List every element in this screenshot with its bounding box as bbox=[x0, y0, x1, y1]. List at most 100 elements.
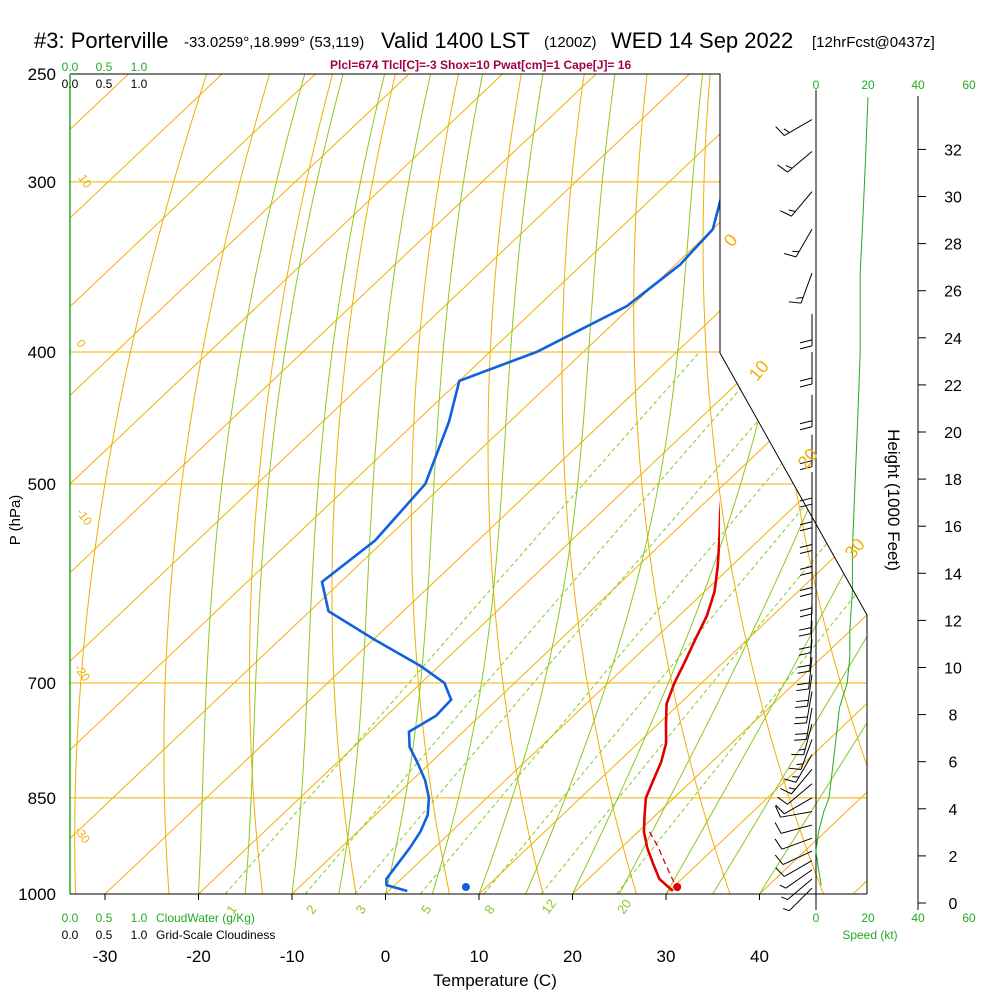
moist-adiabat bbox=[291, 74, 386, 894]
temperature-tick-label: -30 bbox=[93, 947, 118, 966]
wind-barb-flag bbox=[797, 664, 811, 668]
cloud-scale-top-label: 1.0 bbox=[131, 60, 148, 74]
height-tick-label: 18 bbox=[944, 472, 962, 489]
dry-adiabat bbox=[331, 74, 396, 894]
pressure-tick-label: 300 bbox=[28, 173, 56, 192]
mixing-ratio-line bbox=[304, 351, 773, 894]
wind-barb-flag bbox=[780, 788, 792, 795]
wind-barb bbox=[796, 657, 813, 692]
wind-barb-staff bbox=[785, 869, 813, 889]
speed-tick-bottom: 0 bbox=[813, 911, 820, 925]
wind-barb bbox=[799, 434, 813, 471]
station-title: #3: Porterville bbox=[34, 28, 169, 53]
cloudiness-scale-top-label: 0.5 bbox=[96, 77, 113, 91]
temperature-tick-label: 40 bbox=[750, 947, 769, 966]
height-tick-label: 32 bbox=[944, 142, 962, 159]
wind-barb-flag bbox=[783, 778, 797, 783]
forecast-date: WED 14 Sep 2022 bbox=[611, 28, 794, 53]
cloud-scale-top-label: 0.0 bbox=[62, 60, 79, 74]
wind-barb bbox=[783, 228, 813, 258]
dry-adiabat bbox=[410, 74, 459, 894]
wind-barb-staff bbox=[781, 837, 813, 850]
mixing-ratio-line bbox=[616, 351, 867, 894]
height-tick-label: 4 bbox=[949, 802, 958, 819]
wind-barb-flag bbox=[799, 521, 813, 526]
wind-barb bbox=[783, 754, 813, 783]
wind-barb bbox=[791, 723, 813, 756]
wind-barb-flag bbox=[799, 339, 813, 344]
wind-barb bbox=[774, 850, 813, 866]
wind-barb bbox=[782, 887, 813, 912]
speed-tick-bottom: 20 bbox=[861, 911, 875, 925]
wind-barb-flag bbox=[799, 607, 813, 612]
wind-barb-staff bbox=[810, 620, 813, 653]
wind-barb-flag bbox=[799, 497, 813, 502]
height-axis-label: Height (1000 Feet) bbox=[884, 429, 903, 571]
dry-adiabat bbox=[487, 74, 544, 894]
wind-barb-staff bbox=[807, 674, 813, 707]
height-tick-label: 12 bbox=[944, 613, 962, 630]
wind-barb-staff bbox=[805, 691, 813, 724]
wind-barb-flag bbox=[794, 722, 807, 725]
pressure-tick-label: 500 bbox=[28, 475, 56, 494]
isotherm-line bbox=[198, 74, 867, 894]
wind-barb bbox=[781, 878, 813, 901]
wind-barb-flag bbox=[774, 854, 784, 865]
wind-barb-flag bbox=[799, 565, 813, 570]
moist-adiabat bbox=[665, 74, 867, 894]
wind-barb-staff bbox=[800, 739, 813, 770]
isotherm-line bbox=[572, 74, 867, 894]
moist-adiabat bbox=[338, 74, 432, 894]
wind-barb bbox=[777, 783, 813, 805]
dry-adiabat bbox=[633, 74, 731, 894]
isotherm-line bbox=[852, 74, 867, 894]
wind-barb-flag bbox=[798, 748, 806, 751]
wind-barb-staff bbox=[782, 850, 813, 866]
wind-barb-flag bbox=[799, 420, 813, 425]
pressure-tick-label: 850 bbox=[28, 789, 56, 808]
wind-barb-flag bbox=[785, 165, 793, 169]
moist-adiabat bbox=[478, 74, 616, 894]
valid-time: Valid 1400 LST bbox=[381, 28, 530, 53]
wind-barb-flag bbox=[799, 527, 813, 532]
cloudiness-scale-bottom-label: 1.0 bbox=[131, 928, 148, 942]
wind-barb-staff bbox=[803, 723, 813, 755]
wind-barb-flag bbox=[796, 699, 809, 703]
wind-barb-flag bbox=[777, 164, 788, 173]
wind-barb-flag bbox=[798, 627, 812, 631]
wind-barb-flag bbox=[799, 426, 813, 431]
height-tick-label: 16 bbox=[944, 519, 962, 536]
wind-profile bbox=[774, 90, 869, 912]
isotherm-line bbox=[478, 74, 867, 894]
wind-barb bbox=[777, 151, 813, 173]
height-tick-label: 20 bbox=[944, 425, 962, 442]
isotherm-line bbox=[291, 74, 867, 894]
dry-adiabat bbox=[249, 74, 333, 894]
cloudwater-caption: CloudWater (g/Kg) bbox=[156, 911, 255, 925]
mixing-ratio-line bbox=[419, 351, 867, 894]
moist-adiabat bbox=[618, 74, 867, 894]
wind-barb bbox=[799, 352, 813, 388]
mixing-ratio-label: 2 bbox=[303, 902, 319, 917]
wind-barb bbox=[799, 472, 813, 508]
wind-barb bbox=[775, 797, 813, 815]
wind-barb-flag bbox=[788, 787, 796, 790]
wind-barb bbox=[780, 769, 813, 795]
temperature-line bbox=[642, 499, 720, 892]
isotherm-line bbox=[70, 74, 597, 894]
wind-barb-flag bbox=[796, 682, 810, 686]
mixing-ratio-line bbox=[224, 351, 701, 894]
wind-barb bbox=[788, 272, 813, 304]
wind-barb-staff bbox=[784, 797, 813, 815]
wind-barb-flag bbox=[774, 838, 783, 850]
speed-tick-top: 40 bbox=[911, 78, 925, 92]
wind-barb-flag bbox=[796, 688, 809, 692]
wind-barb-flag bbox=[799, 549, 813, 554]
wind-barb bbox=[799, 313, 813, 350]
isotherm-label: 0 bbox=[74, 337, 89, 351]
height-tick-label: 26 bbox=[944, 284, 962, 301]
pressure-tick-label: 1000 bbox=[18, 885, 56, 904]
wind-barb-flag bbox=[796, 296, 804, 299]
parcel-line bbox=[648, 831, 680, 892]
